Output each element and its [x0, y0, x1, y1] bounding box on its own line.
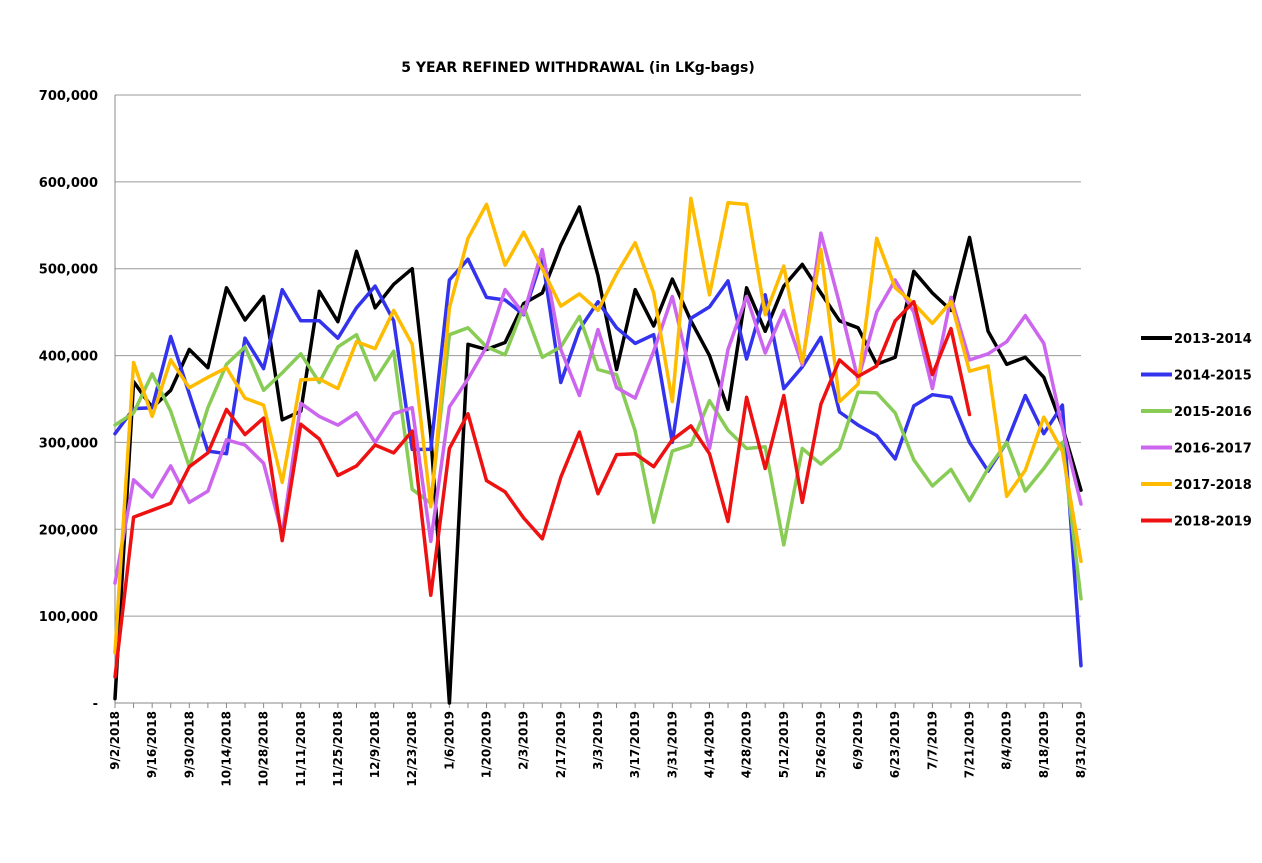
x-tick-label: 2/17/2019 — [554, 711, 568, 778]
x-tick-label: 3/17/2019 — [628, 711, 642, 778]
y-tick-label: 500,000 — [39, 263, 98, 278]
legend-label: 2016-2017 — [1174, 442, 1252, 457]
y-tick-label: - — [93, 697, 98, 712]
y-tick-label: 700,000 — [39, 89, 98, 104]
series-line-2017-2018 — [113, 196, 1083, 655]
x-tick-label: 4/28/2019 — [740, 711, 754, 778]
x-tick-label: 10/28/2018 — [257, 711, 271, 787]
x-tick-label: 12/23/2018 — [405, 711, 419, 787]
series-line-2013-2014 — [113, 205, 1083, 705]
x-tick-label: 1/20/2019 — [480, 711, 494, 778]
x-tick-label: 12/9/2018 — [368, 711, 382, 778]
x-tick-label: 9/2/2018 — [108, 711, 122, 770]
x-tick-label: 9/16/2018 — [145, 711, 159, 778]
x-tick-label: 6/23/2019 — [888, 711, 902, 778]
y-axis-ticks: - 100,000 200,000 300,000 400,000 500,000 600,… — [39, 89, 116, 712]
legend-label: 2018-2019 — [1174, 515, 1252, 530]
x-tick-label: 8/31/2019 — [1074, 711, 1088, 778]
gridlines — [115, 94, 1081, 617]
x-tick-label: 1/6/2019 — [442, 711, 456, 770]
y-tick-label: 300,000 — [39, 436, 98, 451]
legend-label: 2014-2015 — [1174, 369, 1252, 384]
series-line-2014-2015 — [113, 255, 1083, 668]
y-tick-label: 200,000 — [39, 523, 98, 538]
series-line-2018-2019 — [113, 299, 972, 679]
x-axis: 9/2/2018 9/16/2018 9/30/2018 10/14/2018 10/2… — [108, 702, 1088, 787]
legend: 2013-2014 2014-2015 2015-2016 2016-2017 2017… — [1141, 332, 1252, 530]
x-tick-label: 5/12/2019 — [777, 711, 791, 778]
x-tick-label: 11/25/2018 — [331, 711, 345, 787]
legend-label: 2017-2018 — [1174, 478, 1252, 493]
x-tick-label: 9/30/2018 — [182, 711, 196, 778]
x-tick-label: 10/14/2018 — [219, 711, 233, 787]
x-tick-label: 7/21/2019 — [963, 711, 977, 778]
series-line-2015-2016 — [113, 305, 1083, 601]
x-tick-label: 3/31/2019 — [665, 711, 679, 778]
x-tick-label: 11/11/2018 — [294, 711, 308, 787]
x-tick-label: 7/7/2019 — [925, 711, 939, 770]
y-tick-label: 100,000 — [39, 610, 98, 625]
x-tick-label: 4/14/2019 — [702, 711, 716, 778]
x-tick-label: 5/26/2019 — [814, 711, 828, 778]
series-lines — [113, 196, 1083, 705]
x-tick-label: 8/4/2019 — [1000, 711, 1014, 770]
legend-label: 2015-2016 — [1174, 405, 1252, 420]
chart-title: 5 YEAR REFINED WITHDRAWAL (in LKg-bags) — [401, 60, 755, 76]
series-line-2016-2017 — [113, 231, 1083, 585]
x-tick-label: 3/3/2019 — [591, 711, 605, 770]
y-tick-label: 600,000 — [39, 176, 98, 191]
x-tick-label: 8/18/2019 — [1037, 711, 1051, 778]
legend-label: 2013-2014 — [1174, 332, 1252, 347]
x-tick-label: 2/3/2019 — [517, 711, 531, 770]
y-tick-label: 400,000 — [39, 350, 98, 365]
x-tick-label: 6/9/2019 — [851, 711, 865, 770]
